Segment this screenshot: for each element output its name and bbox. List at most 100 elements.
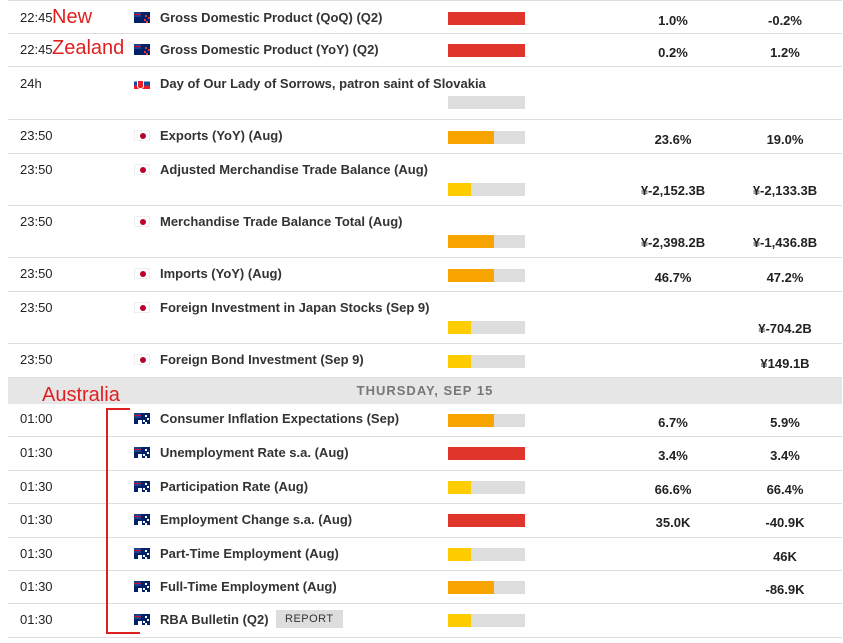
- event-row[interactable]: 01:00 Consumer Inflation Expectations (Se…: [8, 404, 842, 437]
- event-time: 01:30: [20, 445, 53, 460]
- australia-flag-icon: [134, 548, 150, 559]
- impact-bar-fill: [448, 414, 495, 427]
- australia-flag-icon: [134, 447, 150, 458]
- event-row[interactable]: 23:50 Foreign Investment in Japan Stocks …: [8, 292, 842, 344]
- nz-flag-icon: [134, 12, 150, 23]
- impact-bar-fill: [448, 131, 495, 144]
- annotation-new: New: [52, 6, 93, 28]
- impact-bar: [448, 414, 525, 427]
- event-actual: 0.2%: [658, 45, 688, 60]
- japan-flag-icon: [134, 268, 150, 279]
- event-row[interactable]: 01:30 Unemployment Rate s.a. (Aug) 3.4% 3.4…: [8, 437, 842, 471]
- event-previous: ¥-2,133.3B: [752, 183, 818, 198]
- event-actual: 23.6%: [654, 132, 692, 147]
- event-row[interactable]: 23:50 Adjusted Merchandise Trade Balance …: [8, 154, 842, 206]
- event-title[interactable]: Foreign Bond Investment (Sep 9): [160, 352, 364, 367]
- event-time: 23:50: [20, 300, 53, 315]
- event-title[interactable]: Gross Domestic Product (QoQ) (Q2): [160, 10, 383, 25]
- event-title[interactable]: Exports (YoY) (Aug): [160, 128, 283, 143]
- event-previous: 47.2%: [766, 270, 804, 285]
- impact-bar: [448, 269, 525, 282]
- event-time: 23:50: [20, 128, 53, 143]
- nz-flag-icon: [134, 44, 150, 55]
- event-time: 23:50: [20, 266, 53, 281]
- event-title[interactable]: Consumer Inflation Expectations (Sep): [160, 411, 400, 426]
- annotation-bracket: [106, 408, 140, 634]
- event-title[interactable]: RBA Bulletin (Q2): [160, 612, 269, 627]
- event-time: 23:50: [20, 214, 53, 229]
- event-previous: ¥149.1B: [760, 356, 810, 371]
- event-row[interactable]: 23:50 Exports (YoY) (Aug) 23.6% 19.0%: [8, 120, 842, 154]
- japan-flag-icon: [134, 130, 150, 141]
- event-previous: -40.9K: [765, 515, 805, 530]
- impact-bar-fill: [448, 269, 495, 282]
- japan-flag-icon: [134, 216, 150, 227]
- impact-bar-fill: [448, 183, 472, 196]
- event-title[interactable]: Day of Our Lady of Sorrows, patron saint…: [160, 76, 486, 91]
- event-previous: 5.9%: [770, 415, 800, 430]
- event-title[interactable]: Gross Domestic Product (YoY) (Q2): [160, 42, 379, 57]
- event-row[interactable]: 01:30 RBA Bulletin (Q2) REPORT: [8, 604, 842, 638]
- event-title[interactable]: Adjusted Merchandise Trade Balance (Aug): [160, 162, 429, 177]
- report-button[interactable]: REPORT: [276, 610, 343, 628]
- event-previous: -0.2%: [768, 13, 802, 28]
- event-row[interactable]: 23:50 Foreign Bond Investment (Sep 9) ¥149…: [8, 344, 842, 378]
- event-row[interactable]: 23:50 Merchandise Trade Balance Total (Au…: [8, 206, 842, 258]
- event-time: 23:50: [20, 162, 53, 177]
- event-title[interactable]: Full-Time Employment (Aug): [160, 579, 337, 594]
- australia-flag-icon: [134, 514, 150, 525]
- impact-bar-fill: [448, 614, 472, 627]
- event-title[interactable]: Foreign Investment in Japan Stocks (Sep …: [160, 300, 430, 315]
- event-title[interactable]: Unemployment Rate s.a. (Aug): [160, 445, 349, 460]
- impact-bar: [448, 321, 525, 334]
- japan-flag-icon: [134, 164, 150, 175]
- event-time: 23:50: [20, 352, 53, 367]
- event-previous: 46K: [773, 549, 797, 564]
- event-row[interactable]: 22:45 Gross Domestic Product (YoY) (Q2) 0.…: [8, 34, 842, 67]
- event-previous: 66.4%: [766, 482, 804, 497]
- impact-bar-fill: [448, 235, 495, 248]
- event-title[interactable]: Merchandise Trade Balance Total (Aug): [160, 214, 403, 229]
- event-previous: ¥-1,436.8B: [752, 235, 818, 250]
- event-previous: 3.4%: [770, 448, 800, 463]
- event-previous: ¥-704.2B: [758, 321, 812, 336]
- event-row[interactable]: 23:50 Imports (YoY) (Aug) 46.7% 47.2%: [8, 258, 842, 292]
- japan-flag-icon: [134, 354, 150, 365]
- impact-bar-fill: [448, 548, 472, 561]
- event-row[interactable]: 22:45 Gross Domestic Product (QoQ) (Q2) 1.…: [8, 0, 842, 34]
- event-previous: -86.9K: [765, 582, 805, 597]
- annotation-zealand: Zealand: [52, 37, 125, 59]
- event-actual: 35.0K: [655, 515, 691, 530]
- event-time: 01:30: [20, 546, 53, 561]
- day-header: THURSDAY, SEP 15: [8, 378, 842, 404]
- event-actual: 3.4%: [658, 448, 688, 463]
- event-title[interactable]: Employment Change s.a. (Aug): [160, 512, 353, 527]
- event-row[interactable]: 01:30 Part-Time Employment (Aug) 46K: [8, 538, 842, 571]
- event-row[interactable]: 01:30 Full-Time Employment (Aug) -86.9K: [8, 571, 842, 604]
- event-actual: 1.0%: [658, 13, 688, 28]
- event-row[interactable]: 01:30 Participation Rate (Aug) 66.6% 66.4%: [8, 471, 842, 504]
- event-row[interactable]: 01:30 Employment Change s.a. (Aug) 35.0K -4…: [8, 504, 842, 538]
- event-time: 22:45: [20, 10, 53, 25]
- event-time: 01:30: [20, 512, 53, 527]
- event-time: 01:30: [20, 479, 53, 494]
- event-time: 01:30: [20, 579, 53, 594]
- event-title[interactable]: Participation Rate (Aug): [160, 479, 309, 494]
- annotation-australia: Australia: [42, 384, 120, 406]
- impact-bar: [448, 96, 525, 109]
- impact-bar: [448, 235, 525, 248]
- impact-bar-fill: [448, 321, 472, 334]
- japan-flag-icon: [134, 302, 150, 313]
- event-previous: 1.2%: [770, 45, 800, 60]
- australia-flag-icon: [134, 614, 150, 625]
- event-row[interactable]: 24h Day of Our Lady of Sorrows, patron sa…: [8, 67, 842, 120]
- impact-bar-fill: [448, 514, 525, 527]
- event-title[interactable]: Imports (YoY) (Aug): [160, 266, 282, 281]
- impact-bar: [448, 614, 525, 627]
- event-actual: ¥-2,398.2B: [640, 235, 706, 250]
- event-title[interactable]: Part-Time Employment (Aug): [160, 546, 339, 561]
- impact-bar: [448, 548, 525, 561]
- australia-flag-icon: [134, 581, 150, 592]
- event-actual: 46.7%: [654, 270, 692, 285]
- impact-bar: [448, 481, 525, 494]
